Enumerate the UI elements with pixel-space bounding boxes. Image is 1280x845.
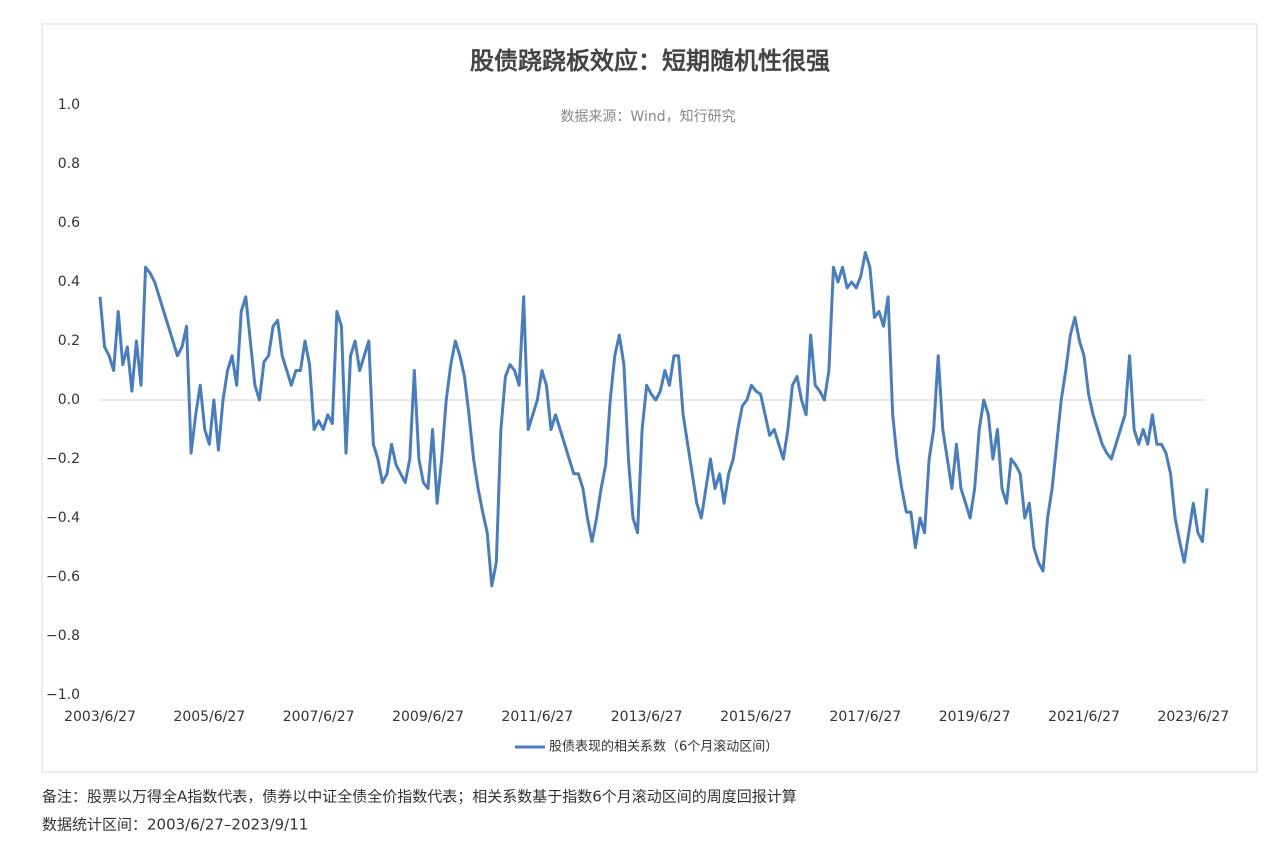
x-tick-label: 2019/6/27 — [939, 709, 1011, 725]
y-tick-label: 0.8 — [58, 156, 80, 172]
footnote: 备注：股票以万得全A指数代表，债券以中证全债全价指数代表；相关系数基于指数6个月… — [42, 788, 797, 806]
x-tick-label: 2013/6/27 — [611, 709, 683, 725]
y-tick-label: 0.6 — [58, 215, 80, 231]
x-tick-label: 2017/6/27 — [829, 709, 901, 725]
data-line — [98, 251, 1209, 588]
x-tick-label: 2015/6/27 — [720, 709, 792, 725]
x-tick-label: 2011/6/27 — [501, 709, 573, 725]
chart-subtitle: 数据来源：Wind，知行研究 — [560, 108, 735, 125]
x-tick-label: 2009/6/27 — [392, 709, 464, 725]
legend-label: 股债表现的相关系数（6个月滚动区间） — [549, 739, 778, 755]
x-tick-label: 2003/6/27 — [64, 709, 136, 725]
y-tick-label: −0.2 — [46, 451, 80, 467]
y-tick-label: −0.8 — [46, 628, 80, 644]
y-tick-label: −0.4 — [46, 510, 80, 526]
y-tick-label: 0.4 — [58, 274, 80, 290]
y-tick-label: −1.0 — [46, 687, 80, 703]
chart-title: 股债跷跷板效应：短期随机性很强 — [470, 47, 830, 75]
y-tick-label: 0.2 — [58, 333, 80, 349]
x-tick-label: 2005/6/27 — [173, 709, 245, 725]
x-tick-label: 2007/6/27 — [283, 709, 355, 725]
y-tick-label: −0.6 — [46, 569, 80, 585]
y-tick-label: 0.0 — [58, 392, 80, 408]
chart-frame — [41, 23, 1258, 773]
y-tick-label: 1.0 — [58, 97, 80, 113]
x-tick-label: 2021/6/27 — [1048, 709, 1120, 725]
footnote: 数据统计区间：2003/6/27–2023/9/11 — [42, 816, 308, 834]
x-tick-label: 2023/6/27 — [1157, 709, 1229, 725]
